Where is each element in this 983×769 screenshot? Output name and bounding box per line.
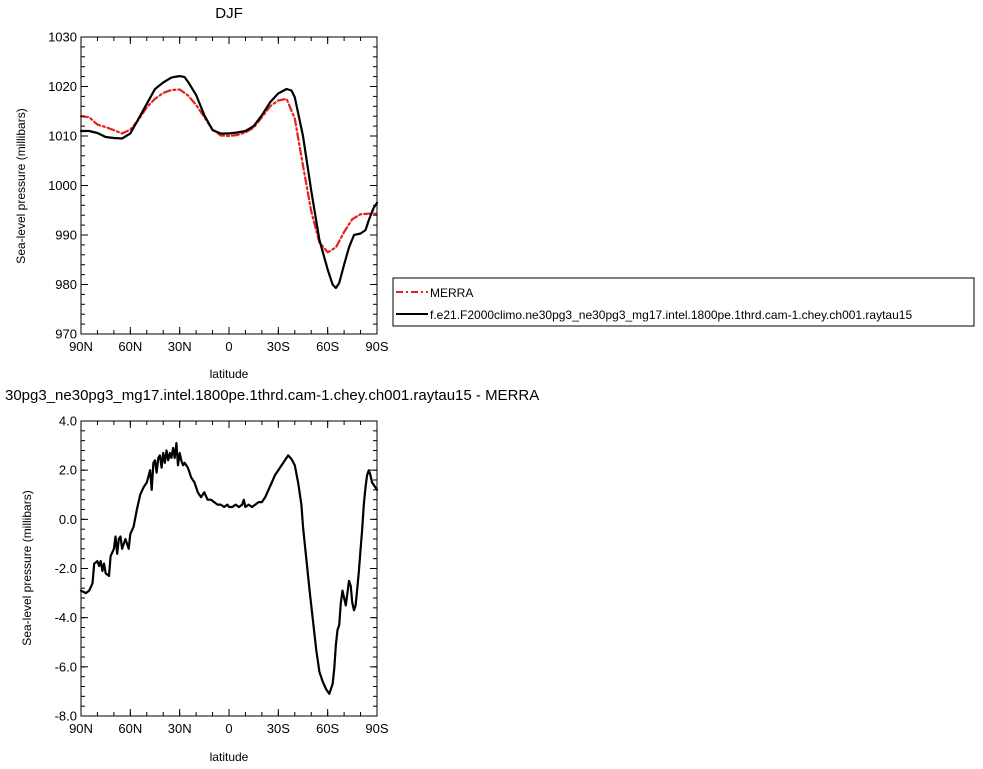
y-tick-label: 1010: [48, 129, 77, 144]
chart-panel-top: DJF Sea-level pressure (millibars) latit…: [14, 5, 389, 381]
x-axis-title: latitude: [210, 750, 249, 764]
plot-area: 90N 60N 30N 0 30S 60S 90S -8.0 -6.0 -4.0 -2.0 0.0 2.…: [55, 414, 389, 737]
chart-title: 30pg3_ne30pg3_mg17.intel.1800pe.1thrd.ca…: [5, 387, 539, 404]
y-tick-label: 1000: [48, 178, 77, 193]
legend: MERRA f.e21.F2000climo.ne30pg3_ne30pg3_m…: [392, 277, 975, 327]
x-tick-label: 30N: [168, 339, 192, 354]
x-tick-label: 30N: [168, 721, 192, 736]
x-tick-label: 60N: [118, 339, 142, 354]
y-tick-label: 1020: [48, 79, 77, 94]
y-axis-title: Sea-level pressure (millibars): [20, 490, 34, 645]
y-tick-label: 980: [55, 277, 77, 292]
chart-title: DJF: [215, 5, 243, 22]
x-tick-label: 0: [225, 339, 232, 354]
series-line-0: [79, 442, 379, 696]
x-axis-title: latitude: [210, 367, 249, 381]
x-tick-label: 30S: [267, 721, 290, 736]
legend-label-merra: MERRA: [430, 286, 473, 300]
y-tick-label: -8.0: [55, 709, 77, 724]
y-tick-label: 2.0: [59, 463, 77, 478]
x-tick-label: 90S: [365, 721, 388, 736]
series-line-0: [79, 88, 379, 254]
x-tick-label: 0: [225, 721, 232, 736]
x-tick-label: 60S: [316, 339, 339, 354]
series-line-1: [79, 74, 379, 290]
x-tick-label: 30S: [267, 339, 290, 354]
y-tick-label: -4.0: [55, 610, 77, 625]
x-tick-label: 60S: [316, 721, 339, 736]
plot-area: 90N 60N 30N 0 30S 60S 90S 970 980 990 1000 1010 1020…: [48, 30, 389, 355]
plot-frame: [80, 36, 378, 335]
legend-label-model: f.e21.F2000climo.ne30pg3_ne30pg3_mg17.in…: [430, 308, 912, 322]
x-tick-label: 90S: [365, 339, 388, 354]
y-tick-label: 1030: [48, 30, 77, 45]
x-tick-label: 90N: [69, 339, 93, 354]
plot-frame: [80, 420, 378, 717]
x-tick-label: 60N: [118, 721, 142, 736]
y-tick-label: 0.0: [59, 512, 77, 527]
y-tick-label: 990: [55, 228, 77, 243]
y-axis-title: Sea-level pressure (millibars): [14, 108, 28, 263]
x-tick-label: 90N: [69, 721, 93, 736]
chart-panel-bottom: 30pg3_ne30pg3_mg17.intel.1800pe.1thrd.ca…: [5, 387, 539, 764]
y-tick-label: -2.0: [55, 561, 77, 576]
legend-box: [392, 277, 975, 327]
y-tick-label: 970: [55, 327, 77, 342]
y-tick-label: -6.0: [55, 659, 77, 674]
y-tick-label: 4.0: [59, 414, 77, 429]
